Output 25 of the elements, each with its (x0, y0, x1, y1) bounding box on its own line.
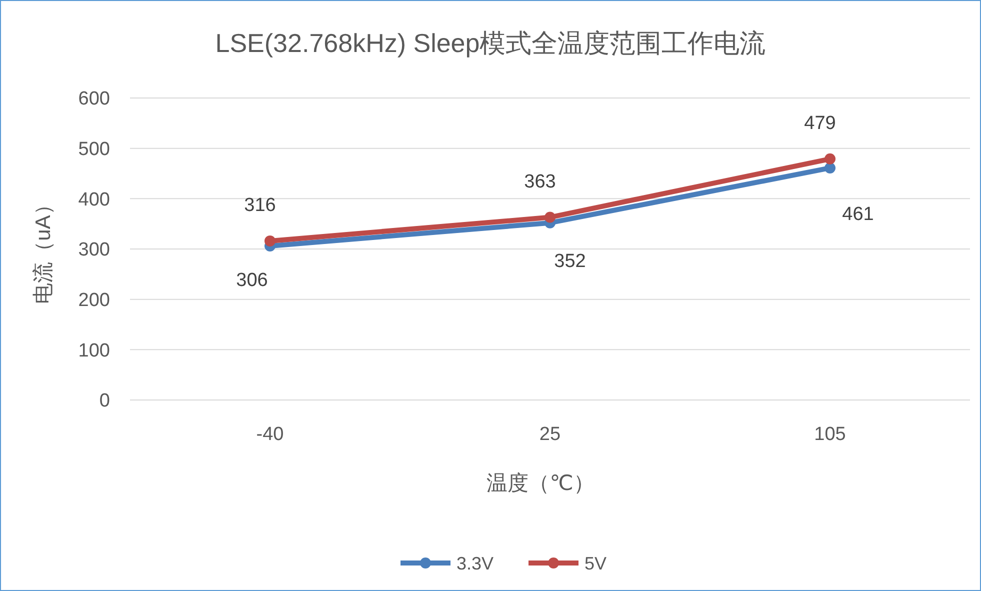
data-label: 479 (804, 112, 836, 134)
y-tick-label: 600 (78, 88, 110, 110)
x-tick-label: -40 (256, 424, 284, 445)
y-tick-label: 400 (78, 189, 110, 210)
legend-label: 5V (584, 553, 607, 574)
point (264, 235, 276, 246)
chart-title: LSE(32.768kHz) Sleep模式全温度范围工作电流 (215, 28, 766, 58)
data-label: 363 (524, 171, 556, 192)
data-label: 306 (236, 270, 268, 291)
y-axis-title: 电流（uA） (32, 194, 55, 304)
point (824, 162, 836, 174)
data-label: 316 (244, 194, 276, 216)
y-tick-label: 0 (99, 390, 110, 412)
data-label: 352 (554, 250, 586, 272)
y-tick-label: 100 (78, 340, 110, 362)
x-tick-label: 25 (539, 424, 561, 445)
legend-label: 3.3V (456, 553, 494, 574)
point (824, 153, 836, 164)
data-label: 461 (842, 204, 874, 225)
y-tick-label: 300 (78, 240, 110, 261)
y-tick-label: 200 (78, 290, 110, 311)
x-tick-label: 105 (814, 424, 846, 445)
y-tick-label: 500 (78, 138, 110, 160)
point (544, 212, 556, 223)
x-axis-title: 温度（℃） (486, 472, 594, 495)
